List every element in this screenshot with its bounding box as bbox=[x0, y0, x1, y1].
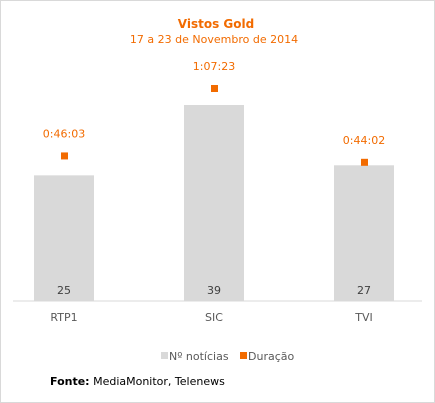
source-text: MediaMonitor, Telenews bbox=[93, 375, 225, 388]
bar-sic bbox=[184, 105, 244, 301]
category-label-sic: SIC bbox=[205, 311, 223, 324]
legend-swatch-count bbox=[161, 352, 168, 359]
chart-marks: 25 0:46:03 RTP1 39 1:07:23 SIC 27 0:44:02 TVI bbox=[34, 60, 394, 324]
category-label-tvi: TVI bbox=[354, 311, 373, 324]
bar-rtp1 bbox=[34, 175, 94, 301]
source-note: Fonte: MediaMonitor, Telenews bbox=[50, 375, 225, 388]
duration-marker-sic bbox=[211, 85, 218, 92]
bar-value-label-sic: 39 bbox=[207, 284, 221, 297]
duration-label-rtp1: 0:46:03 bbox=[43, 127, 85, 140]
source-label: Fonte: bbox=[50, 375, 90, 388]
duration-label-sic: 1:07:23 bbox=[193, 60, 235, 73]
bar-value-label-tvi: 27 bbox=[357, 284, 371, 297]
category-label-rtp1: RTP1 bbox=[50, 311, 77, 324]
legend-label-duration: Duração bbox=[248, 350, 294, 363]
legend-swatch-duration bbox=[240, 352, 247, 359]
duration-label-tvi: 0:44:02 bbox=[343, 134, 385, 147]
chart-svg: Vistos Gold 17 a 23 de Novembro de 2014 … bbox=[13, 17, 422, 363]
chart-subtitle: 17 a 23 de Novembro de 2014 bbox=[130, 33, 298, 46]
chart-title: Vistos Gold bbox=[178, 17, 254, 31]
bar-tvi bbox=[334, 165, 394, 301]
bar-value-label-rtp1: 25 bbox=[57, 284, 71, 297]
legend: Nº notícias Duração bbox=[161, 350, 294, 363]
duration-marker-tvi bbox=[361, 158, 368, 166]
duration-marker-rtp1 bbox=[61, 152, 68, 160]
legend-label-count: Nº notícias bbox=[169, 350, 229, 363]
